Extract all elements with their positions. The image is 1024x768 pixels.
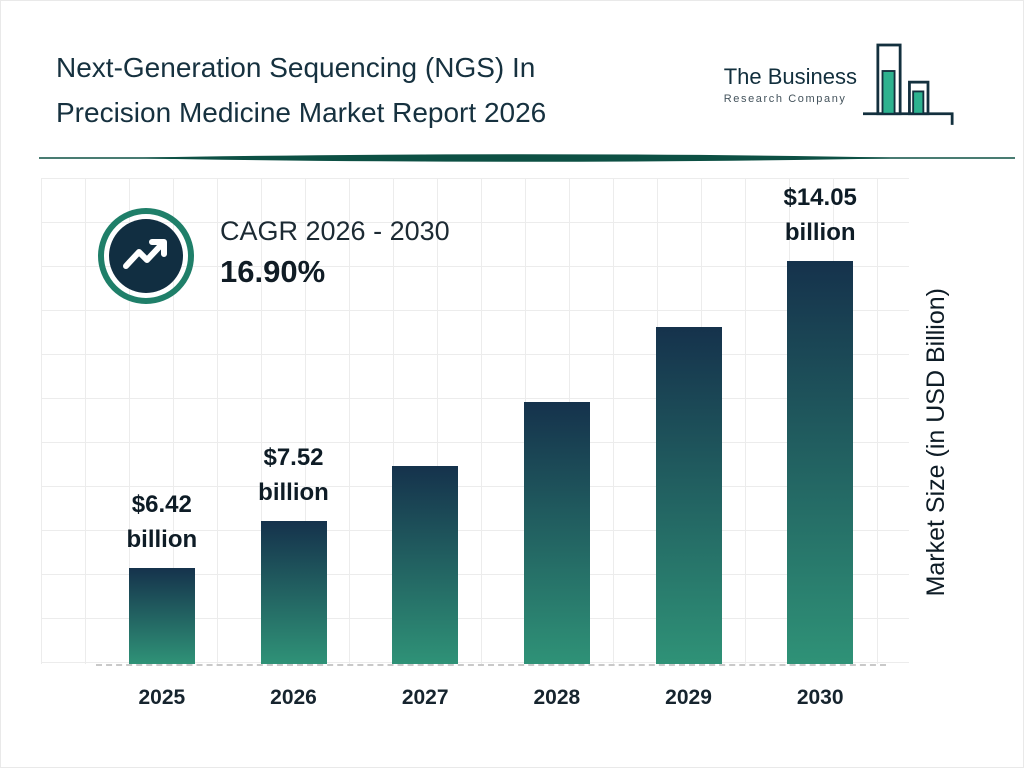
x-axis-label: 2029: [665, 686, 712, 709]
bar-value-label: $7.52 billion: [258, 444, 329, 507]
bar-2025: [128, 568, 195, 664]
bar-plot: $6.42 billion 2025 $7.52 billion 2026 2027 2028…: [96, 181, 886, 709]
logo-text: The Business Research Company: [724, 64, 857, 105]
trending-up-icon: [98, 208, 194, 304]
page-title-line1: Next-Generation Sequencing (NGS) In: [56, 52, 536, 83]
x-axis-label: 2028: [533, 686, 581, 709]
bar-column: $14.05 billion 2030: [754, 181, 886, 709]
page-title: Next-Generation Sequencing (NGS) In Prec…: [56, 45, 546, 135]
bar-value-label: $6.42 billion: [126, 491, 198, 554]
logo-subname: Research Company: [723, 92, 847, 105]
cagr-text: CAGR 2026 - 2030 16.90%: [220, 206, 450, 290]
y-axis-label: Market Size (in USD Billion): [922, 288, 950, 597]
cagr-value: 16.90%: [220, 254, 326, 289]
bar-2028: [523, 402, 590, 664]
x-axis-label: 2027: [401, 686, 449, 709]
bar-2029: [655, 327, 722, 664]
bar-column: 2028: [491, 181, 623, 709]
cagr-label: CAGR 2026 - 2030: [220, 216, 450, 246]
x-axis-label: 2030: [796, 686, 844, 709]
bar-value-label: $14.05 billion: [783, 184, 857, 246]
x-axis-label: 2025: [138, 686, 186, 709]
bar-chart-icon: [863, 43, 954, 125]
logo-name: The Business: [723, 63, 857, 89]
logo: The Business Research Company: [724, 41, 967, 127]
header-divider: [39, 154, 1015, 162]
x-axis-label: 2026: [270, 686, 317, 709]
bar-column: 2029: [623, 181, 755, 709]
bar-column: $7.52 billion 2026: [228, 181, 360, 709]
bar-2026: [260, 521, 327, 664]
cagr-badge: CAGR 2026 - 2030 16.90%: [96, 206, 450, 306]
bar-column: $6.42 billion 2025: [96, 181, 228, 709]
bar-2030: [787, 260, 854, 664]
bar-column: 2027: [359, 181, 491, 709]
bar-2027: [392, 466, 459, 664]
page-title-line2: Precision Medicine Market Report 2026: [56, 97, 547, 128]
